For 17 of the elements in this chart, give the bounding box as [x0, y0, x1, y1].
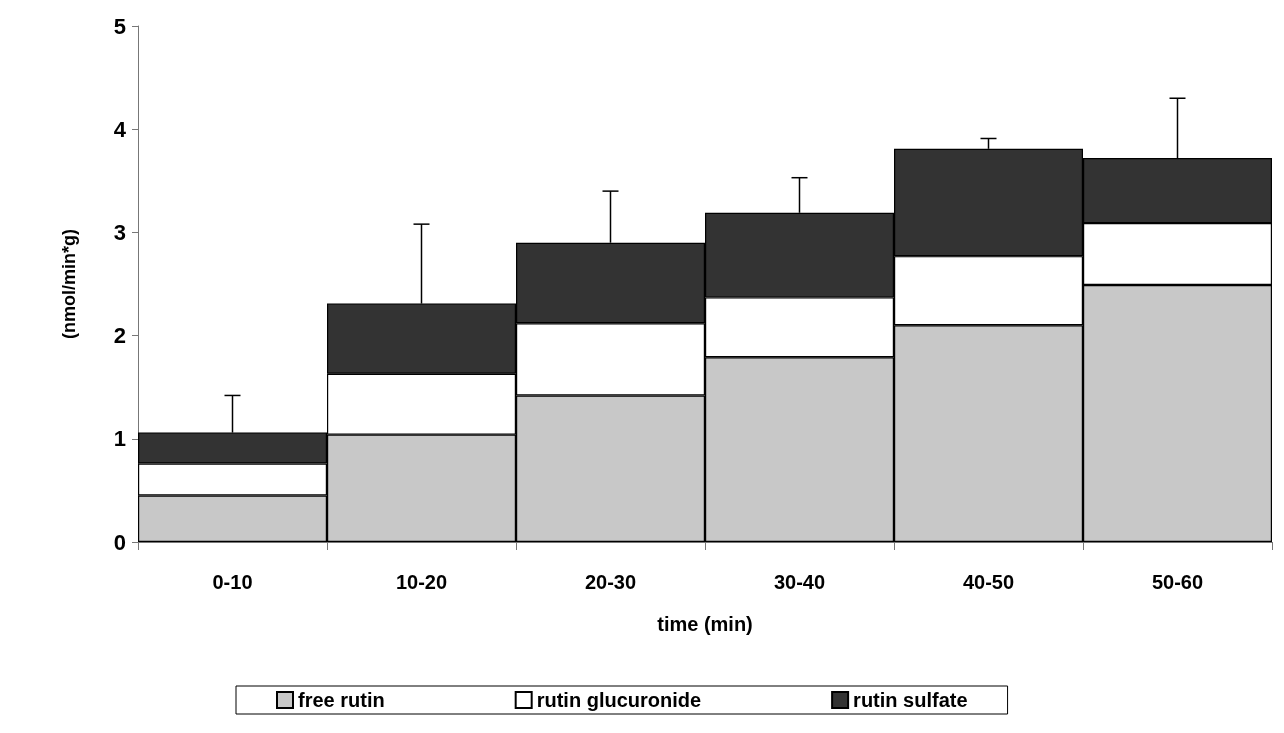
- x-tick-label: 10-20: [395, 571, 448, 593]
- legend-label: rutin sulfate: [853, 689, 968, 711]
- y-axis-title: (nmol/min*g): [59, 229, 79, 339]
- x-axis-title: time (min): [657, 613, 753, 635]
- y-tick-label: 1: [113, 426, 126, 452]
- legend-label: rutin glucuronide: [536, 689, 702, 711]
- legend-label: free rutin: [298, 689, 385, 711]
- y-tick-label: 5: [113, 13, 126, 39]
- y-tick-label: 4: [113, 116, 127, 142]
- x-tick-label: 0-10: [212, 571, 253, 593]
- y-tick-label: 2: [113, 323, 126, 349]
- x-tick-label: 30-40: [773, 571, 826, 593]
- x-tick-label: 40-50: [962, 571, 1015, 593]
- y-tick-label: 0: [113, 529, 126, 555]
- y-tick-label: 3: [113, 219, 126, 245]
- x-tick-label: 20-30: [584, 571, 637, 593]
- x-tick-label: 50-60: [1151, 571, 1204, 593]
